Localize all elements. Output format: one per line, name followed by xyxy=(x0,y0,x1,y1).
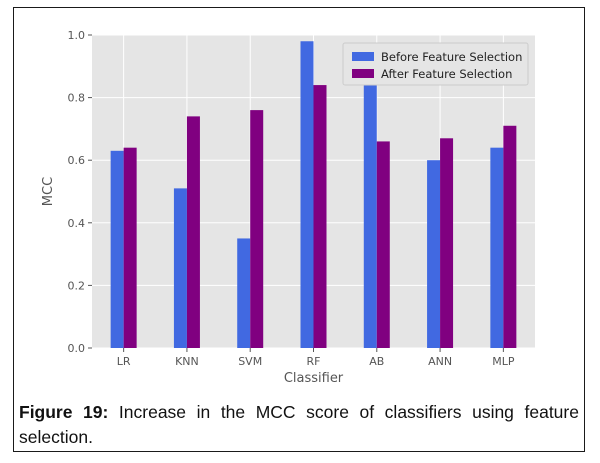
figure-caption: Figure 19: Increase in the MCC score of … xyxy=(19,400,579,450)
legend-entry-after: After Feature Selection xyxy=(381,67,512,81)
bar-svm-before xyxy=(237,238,251,348)
y-tick-label: 0.6 xyxy=(68,154,86,167)
x-tick-label-lr: LR xyxy=(117,355,131,368)
y-tick-label: 1.0 xyxy=(68,29,86,42)
x-tick-label-knn: KNN xyxy=(175,355,199,368)
legend-swatch xyxy=(352,69,374,78)
x-tick-label-svm: SVM xyxy=(238,355,262,368)
y-tick-label: 0.8 xyxy=(68,92,86,105)
y-axis-ticks: 0.0 0.2 0.4 0.6 0.8 1.0 xyxy=(68,29,92,355)
bar-knn-before xyxy=(173,188,187,348)
legend-entry-before: Before Feature Selection xyxy=(381,50,522,64)
bar-ab-before xyxy=(363,72,377,348)
x-axis-label: Classifier xyxy=(284,371,344,386)
bar-mlp-after xyxy=(503,125,517,349)
bar-rf-after xyxy=(313,85,327,348)
x-tick-label-mlp: MLP xyxy=(492,355,515,368)
y-tick-label: 0.4 xyxy=(68,217,86,230)
y-axis-label: MCC xyxy=(41,177,56,206)
bars xyxy=(110,41,517,349)
bar-svm-after xyxy=(250,110,264,349)
caption-text: Increase in the MCC score of classifiers… xyxy=(19,402,579,447)
bar-mlp-before xyxy=(490,147,504,348)
bar-lr-after xyxy=(123,147,137,348)
legend-swatch xyxy=(352,52,374,61)
bar-ab-after xyxy=(376,141,390,348)
bar-ann-before xyxy=(427,160,441,348)
y-tick-label: 0.2 xyxy=(68,279,86,292)
x-axis-ticks: LR KNN SVM RF AB ANN MLP xyxy=(117,348,515,368)
legend: Before Feature Selection After Feature Se… xyxy=(342,42,529,86)
caption-label: Figure 19: xyxy=(19,402,109,422)
x-tick-label-rf: RF xyxy=(307,355,321,368)
legend-box xyxy=(342,42,529,86)
bar-ann-after xyxy=(440,138,454,348)
y-tick-label: 0.0 xyxy=(68,342,86,355)
bar-lr-before xyxy=(110,150,124,348)
x-tick-label-ann: ANN xyxy=(428,355,452,368)
bar-rf-before xyxy=(300,41,314,348)
bar-knn-after xyxy=(186,116,200,348)
x-tick-label-ab: AB xyxy=(369,355,384,368)
